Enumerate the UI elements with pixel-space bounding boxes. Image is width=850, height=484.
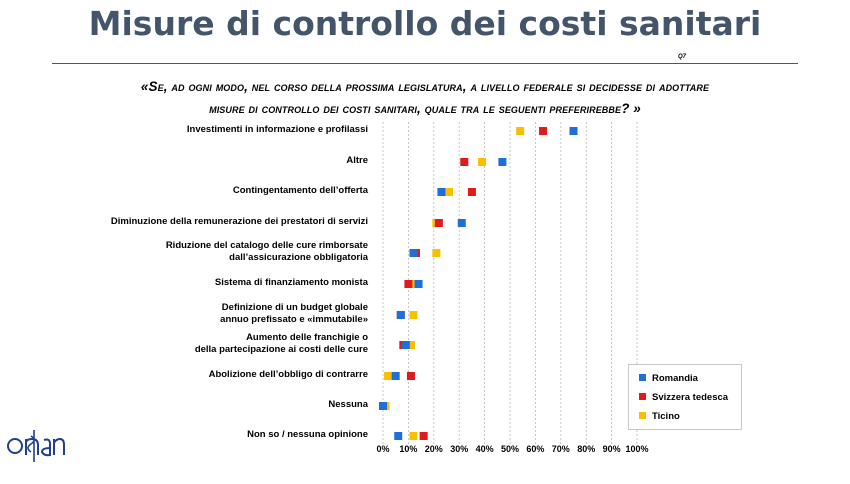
- data-point-ticino: [409, 311, 418, 319]
- data-point-ticino: [432, 249, 441, 257]
- data-point-romandia: [396, 311, 405, 319]
- category-label: Altre: [346, 155, 368, 166]
- category-label: Non so / nessuna opinione: [247, 429, 368, 440]
- legend-swatch-romandia: [639, 374, 646, 381]
- x-tick-label: 0%: [376, 444, 389, 454]
- question-line-2: misure di controllo dei costi sanitari, …: [209, 101, 641, 116]
- data-point-romandia: [414, 280, 423, 288]
- data-point-romandia: [457, 219, 466, 227]
- legend-item-ticino: Ticino: [639, 411, 680, 422]
- legend-swatch-svizzera-tedesca: [639, 393, 646, 400]
- legend-item-svizzera-tedesca: Svizzera tedesca: [639, 392, 728, 403]
- data-point-ticino: [445, 188, 454, 196]
- x-tick-label: 70%: [552, 444, 570, 454]
- data-point-romandia: [498, 158, 507, 166]
- x-tick-label: 50%: [501, 444, 519, 454]
- category-label: Abolizione dell’obbligo di contrarre: [208, 369, 368, 380]
- category-label: Definizione di un budget globale annuo pr…: [220, 302, 368, 325]
- category-label: Sistema di finanziamento monista: [214, 277, 368, 288]
- data-point-romandia: [379, 402, 387, 410]
- data-point-svizzera-tedesca: [406, 372, 415, 380]
- data-point-ticino: [478, 158, 487, 166]
- title-divider: [52, 63, 798, 64]
- data-point-romandia: [401, 341, 410, 349]
- question-line-1: «Se, ad ogni modo, nel corso della pross…: [140, 79, 710, 94]
- x-tick-label: 10%: [399, 444, 417, 454]
- legend-item-romandia: Romandia: [639, 373, 698, 384]
- data-point-svizzera-tedesca: [467, 188, 476, 196]
- data-point-svizzera-tedesca: [434, 219, 443, 227]
- category-label: Diminuzione della remunerazione dei pres…: [110, 216, 368, 227]
- obsan-logo: [4, 424, 68, 469]
- category-label: Aumento delle franchigie o della partecip…: [194, 332, 368, 355]
- x-tick-label: 100%: [625, 444, 648, 454]
- page-title: Misure di controllo dei costi sanitari: [88, 4, 762, 43]
- data-point-svizzera-tedesca: [539, 127, 548, 135]
- legend-label-svizzera-tedesca: Svizzera tedesca: [652, 392, 729, 403]
- x-tick-label: 80%: [577, 444, 595, 454]
- data-point-romandia: [409, 249, 418, 257]
- x-tick-label: 30%: [450, 444, 468, 454]
- data-point-ticino: [384, 372, 393, 380]
- category-label: Nessuna: [328, 399, 368, 410]
- question-code: Q7: [678, 54, 687, 60]
- category-label: Contingentamento dell’offerta: [232, 185, 368, 196]
- legend-swatch-ticino: [639, 412, 646, 419]
- data-point-ticino: [409, 432, 418, 440]
- data-point-romandia: [437, 188, 446, 196]
- x-tick-label: 20%: [425, 444, 443, 454]
- data-point-svizzera-tedesca: [460, 158, 469, 166]
- data-point-svizzera-tedesca: [404, 280, 413, 288]
- category-label: Riduzione del catalogo delle cure rimbor…: [165, 240, 368, 263]
- legend-label-ticino: Ticino: [652, 411, 680, 422]
- survey-question: «Se, ad ogni modo, nel corso della pross…: [40, 76, 810, 120]
- x-tick-label: 90%: [603, 444, 621, 454]
- data-point-romandia: [394, 432, 403, 440]
- data-point-ticino: [406, 341, 415, 349]
- chart-legend: Romandia Svizzera tedesca Ticino: [628, 364, 742, 430]
- data-point-romandia: [569, 127, 578, 135]
- data-point-ticino: [409, 280, 418, 288]
- legend-label-romandia: Romandia: [652, 373, 698, 384]
- category-label: Investimenti in informazione e profilass…: [186, 124, 368, 135]
- data-point-romandia: [391, 372, 400, 380]
- x-tick-label: 60%: [526, 444, 544, 454]
- data-point-ticino: [516, 127, 525, 135]
- data-point-svizzera-tedesca: [419, 432, 428, 440]
- x-tick-label: 40%: [476, 444, 494, 454]
